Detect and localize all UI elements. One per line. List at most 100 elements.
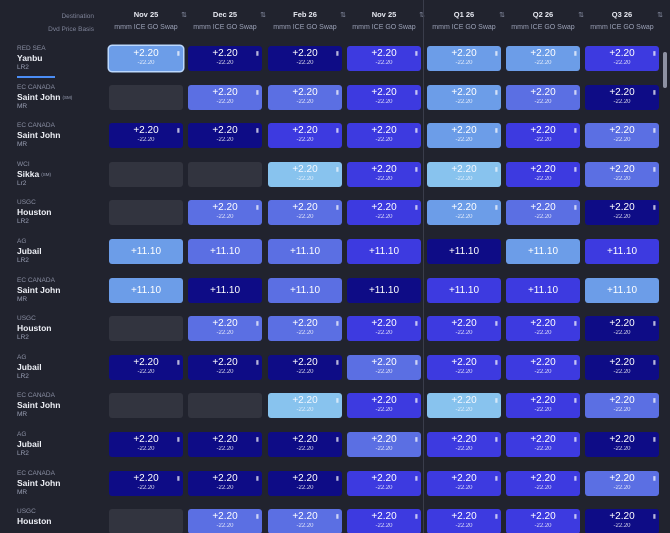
empty-price-cell[interactable] [109,84,183,110]
document-icon[interactable]: ▮ [414,398,418,405]
price-cell[interactable]: +2.20 -22.20 ▮ [347,509,421,533]
price-cell[interactable]: +2.20 -22.20 ▮ [427,393,501,419]
price-cell[interactable]: +2.20 -22.20 ▮ [188,84,262,110]
price-cell[interactable]: +11.10 [585,277,659,303]
empty-price-cell[interactable] [188,393,262,419]
price-cell[interactable]: +2.20 -22.20 ▮ [585,470,659,496]
price-cell[interactable]: +2.20 -22.20 ▮ [427,470,501,496]
price-cell[interactable]: +2.20 -22.20 ▮ [347,354,421,380]
price-cell[interactable]: +2.20 -22.20 ▮ [109,46,183,71]
document-icon[interactable]: ▮ [176,475,180,482]
price-cell[interactable]: +2.20 -22.20 ▮ [585,46,659,71]
price-cell[interactable]: +2.20 -22.20 ▮ [506,354,580,380]
price-cell[interactable]: +11.10 [109,239,183,264]
document-icon[interactable]: ▮ [573,359,577,366]
document-icon[interactable]: ▮ [652,166,656,173]
document-icon[interactable]: ▮ [255,89,259,96]
document-icon[interactable]: ▮ [255,514,259,521]
sort-icon[interactable]: ⇅ [578,12,584,19]
price-cell[interactable]: +2.20 -22.20 ▮ [427,123,501,149]
price-cell[interactable]: +2.20 -22.20 ▮ [585,354,659,380]
document-icon[interactable]: ▮ [335,475,339,482]
price-cell[interactable]: +2.20 -22.20 ▮ [347,200,421,226]
price-cell[interactable]: +2.20 -22.20 ▮ [585,84,659,110]
sort-icon[interactable]: ⇅ [340,12,346,19]
document-icon[interactable]: ▮ [652,437,656,443]
price-cell[interactable]: +2.20 -22.20 ▮ [427,432,501,457]
price-cell[interactable]: +11.10 [268,239,342,264]
destination-cell[interactable]: EC CANADA Saint John MR [17,470,103,497]
price-cell[interactable]: +2.20 -22.20 ▮ [347,161,421,187]
price-cell[interactable]: +2.20 -22.20 ▮ [585,161,659,187]
price-cell[interactable]: +2.20 -22.20 ▮ [427,161,501,187]
empty-price-cell[interactable] [109,161,183,187]
document-icon[interactable]: ▮ [494,321,498,328]
document-icon[interactable]: ▮ [176,128,180,135]
price-cell[interactable]: +2.20 -22.20 ▮ [268,393,342,419]
price-cell[interactable]: +2.20 -22.20 ▮ [188,354,262,380]
price-cell[interactable]: +2.20 -22.20 ▮ [506,46,580,71]
price-cell[interactable]: +11.10 [347,239,421,264]
document-icon[interactable]: ▮ [414,128,418,135]
document-icon[interactable]: ▮ [414,475,418,482]
price-cell[interactable]: +11.10 [268,277,342,303]
document-icon[interactable]: ▮ [335,128,339,135]
price-cell[interactable]: +2.20 -22.20 ▮ [347,123,421,149]
price-cell[interactable]: +2.20 -22.20 ▮ [109,470,183,496]
column-header[interactable]: Dec 25 mmm ICE GO Swap ⇅ [188,10,266,33]
destination-cell[interactable]: USGC Houston [17,508,103,527]
price-cell[interactable]: +2.20 -22.20 ▮ [188,509,262,533]
price-cell[interactable]: +2.20 -22.20 ▮ [109,123,183,149]
price-cell[interactable]: +2.20 -22.20 ▮ [268,432,342,457]
document-icon[interactable]: ▮ [573,128,577,135]
price-cell[interactable]: +2.20 -22.20 ▮ [506,123,580,149]
document-icon[interactable]: ▮ [652,359,656,366]
price-cell[interactable]: +11.10 [506,277,580,303]
price-cell[interactable]: +2.20 -22.20 ▮ [427,354,501,380]
price-cell[interactable]: +2.20 -22.20 ▮ [268,509,342,533]
document-icon[interactable]: ▮ [573,321,577,328]
price-cell[interactable]: +11.10 [188,239,262,264]
document-icon[interactable]: ▮ [573,475,577,482]
destination-cell[interactable]: EC CANADA Saint John MR [17,277,103,304]
document-icon[interactable]: ▮ [494,128,498,135]
price-cell[interactable]: +11.10 [109,277,183,303]
document-icon[interactable]: ▮ [652,51,656,57]
price-cell[interactable]: +2.20 -22.20 ▮ [268,84,342,110]
column-header[interactable]: Q2 26 mmm ICE GO Swap ⇅ [506,10,584,33]
price-cell[interactable]: +2.20 -22.20 ▮ [506,509,580,533]
document-icon[interactable]: ▮ [255,475,259,482]
price-cell[interactable]: +2.20 -22.20 ▮ [506,161,580,187]
document-icon[interactable]: ▮ [494,166,498,173]
document-icon[interactable]: ▮ [573,166,577,173]
price-cell[interactable]: +2.20 -22.20 ▮ [347,432,421,457]
document-icon[interactable]: ▮ [335,166,339,173]
sort-icon[interactable]: ⇅ [181,12,187,19]
price-cell[interactable]: +2.20 -22.20 ▮ [188,316,262,342]
destination-cell[interactable]: AG Jubail LR2 [17,238,103,265]
sort-icon[interactable]: ⇅ [419,11,425,19]
document-icon[interactable]: ▮ [414,514,418,521]
empty-price-cell[interactable] [188,161,262,187]
document-icon[interactable]: ▮ [494,398,498,405]
document-icon[interactable]: ▮ [652,321,656,328]
document-icon[interactable]: ▮ [414,89,418,96]
price-cell[interactable]: +2.20 -22.20 ▮ [109,432,183,457]
price-cell[interactable]: +2.20 -22.20 ▮ [109,354,183,380]
document-icon[interactable]: ▮ [255,51,259,57]
document-icon[interactable]: ▮ [335,321,339,328]
price-cell[interactable]: +2.20 -22.20 ▮ [188,46,262,71]
price-cell[interactable]: +2.20 -22.20 ▮ [585,200,659,226]
document-icon[interactable]: ▮ [255,128,259,135]
document-icon[interactable]: ▮ [255,359,259,366]
price-cell[interactable]: +2.20 -22.20 ▮ [347,46,421,71]
price-cell[interactable]: +2.20 -22.20 ▮ [585,432,659,457]
document-icon[interactable]: ▮ [414,321,418,328]
document-icon[interactable]: ▮ [573,205,577,212]
price-cell[interactable]: +11.10 [347,277,421,303]
price-cell[interactable]: +2.20 -22.20 ▮ [585,393,659,419]
empty-price-cell[interactable] [109,200,183,226]
price-cell[interactable]: +2.20 -22.20 ▮ [427,509,501,533]
document-icon[interactable]: ▮ [335,89,339,96]
price-cell[interactable]: +2.20 -22.20 ▮ [268,123,342,149]
